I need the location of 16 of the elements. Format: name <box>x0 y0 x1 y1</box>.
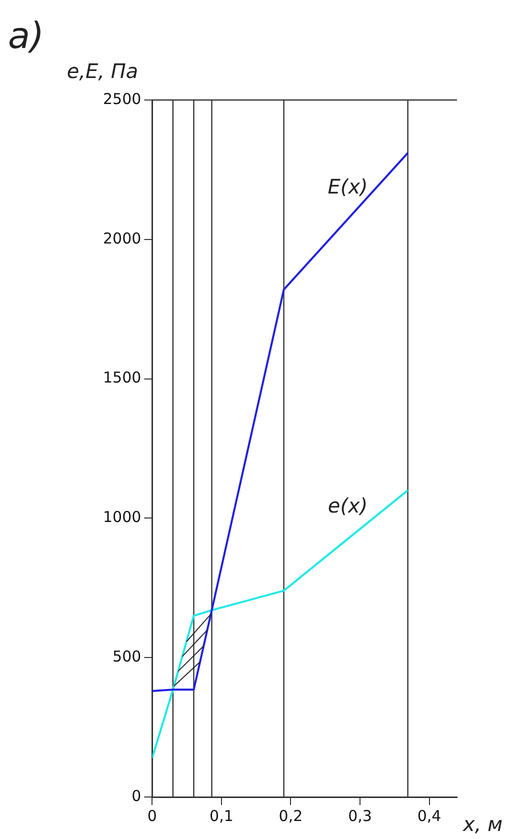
y-axis-title: e,E, Па <box>66 59 138 83</box>
x-tick-label: 0,3 <box>348 806 372 825</box>
y-tick-label: 1000 <box>102 508 142 526</box>
series-label: e(x) <box>328 494 368 518</box>
y-tick-label: 2500 <box>102 90 142 108</box>
y-tick-label: 1500 <box>102 368 142 387</box>
y-tick-label: 500 <box>112 647 142 666</box>
x-tick-label: 0,1 <box>210 806 234 825</box>
x-axis-title: x, м <box>462 812 503 836</box>
series-label: E(x) <box>328 174 368 198</box>
y-tick-label: 0 <box>132 786 142 805</box>
x-tick-label: 0,2 <box>278 806 303 825</box>
chart-title: a) <box>8 16 44 57</box>
x-tick-label: 0 <box>147 806 157 825</box>
x-tick-label: 0,4 <box>417 806 442 825</box>
y-tick-label: 2000 <box>102 229 142 248</box>
